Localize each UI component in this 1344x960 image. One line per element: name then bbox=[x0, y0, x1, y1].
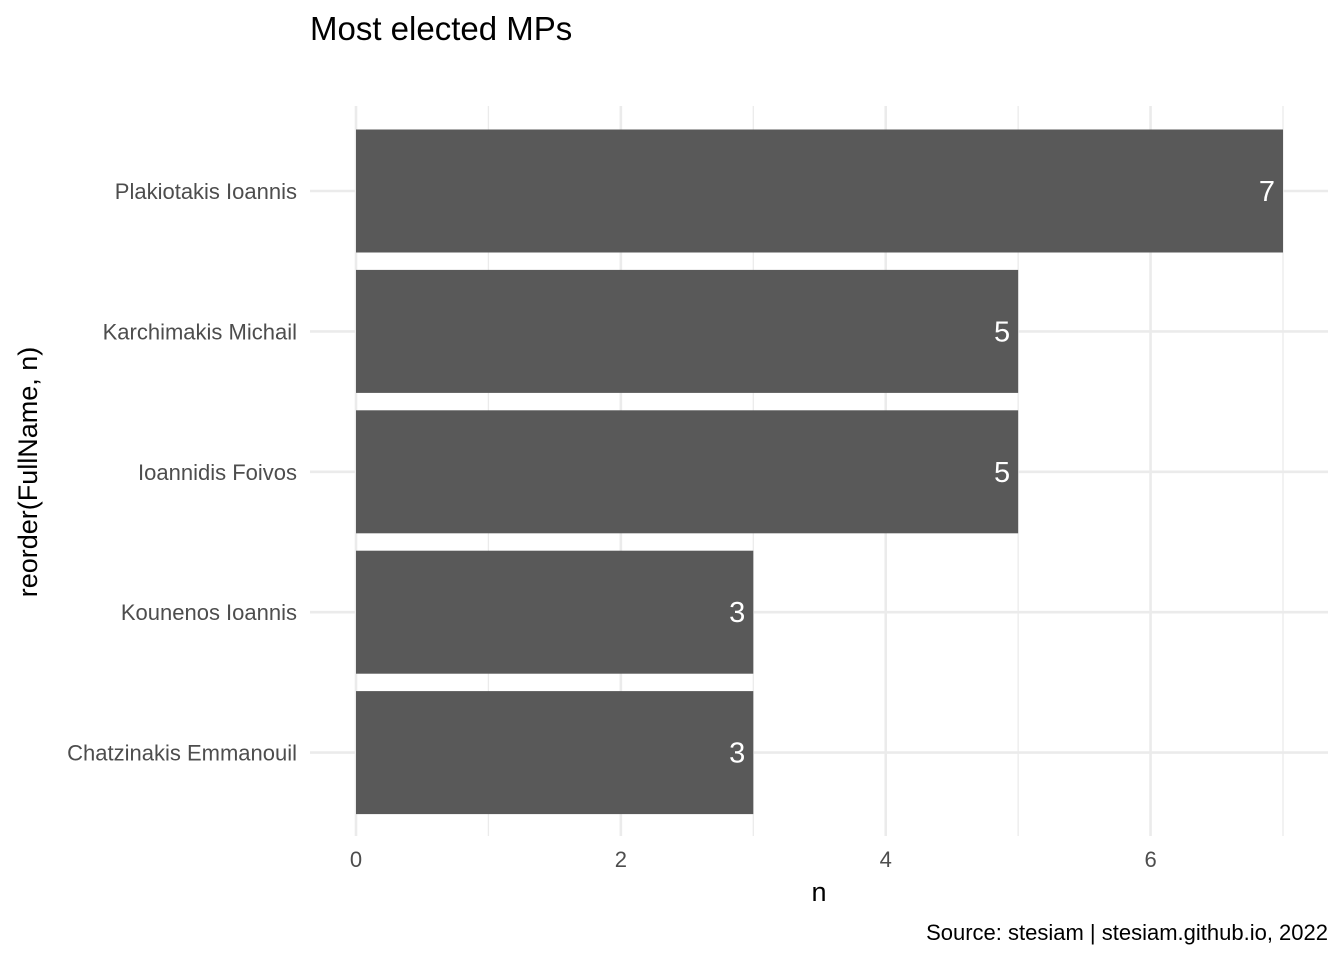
chart-caption: Source: stesiam | stesiam.github.io, 202… bbox=[926, 920, 1328, 945]
data-labels: 7 5 5 3 3 bbox=[729, 176, 1275, 770]
data-label: 3 bbox=[729, 597, 745, 629]
y-tick-label: Karchimakis Michail bbox=[103, 319, 297, 344]
bar bbox=[356, 550, 754, 674]
bar bbox=[356, 269, 1019, 393]
x-axis-ticks: 0 2 4 6 bbox=[350, 847, 1157, 872]
x-tick-label: 4 bbox=[880, 847, 892, 872]
data-label: 5 bbox=[994, 316, 1010, 348]
x-tick-label: 6 bbox=[1144, 847, 1156, 872]
bar bbox=[356, 129, 1284, 253]
data-label: 5 bbox=[994, 457, 1010, 489]
y-tick-label: Chatzinakis Emmanouil bbox=[67, 741, 297, 766]
x-tick-label: 2 bbox=[615, 847, 627, 872]
y-tick-label: Kounenos Ioannis bbox=[121, 600, 297, 625]
bar bbox=[356, 691, 754, 815]
x-axis-title: n bbox=[811, 877, 826, 907]
bars bbox=[356, 129, 1284, 815]
y-axis-ticks: Plakiotakis Ioannis Karchimakis Michail Io… bbox=[67, 179, 297, 766]
x-tick-label: 0 bbox=[350, 847, 362, 872]
data-label: 7 bbox=[1259, 176, 1275, 208]
y-tick-label: Plakiotakis Ioannis bbox=[115, 179, 297, 204]
chart-title: Most elected MPs bbox=[310, 10, 572, 47]
data-label: 3 bbox=[729, 738, 745, 770]
y-axis-title: reorder(FullName, n) bbox=[13, 347, 43, 598]
bar bbox=[356, 410, 1019, 534]
y-tick-label: Ioannidis Foivos bbox=[138, 460, 297, 485]
